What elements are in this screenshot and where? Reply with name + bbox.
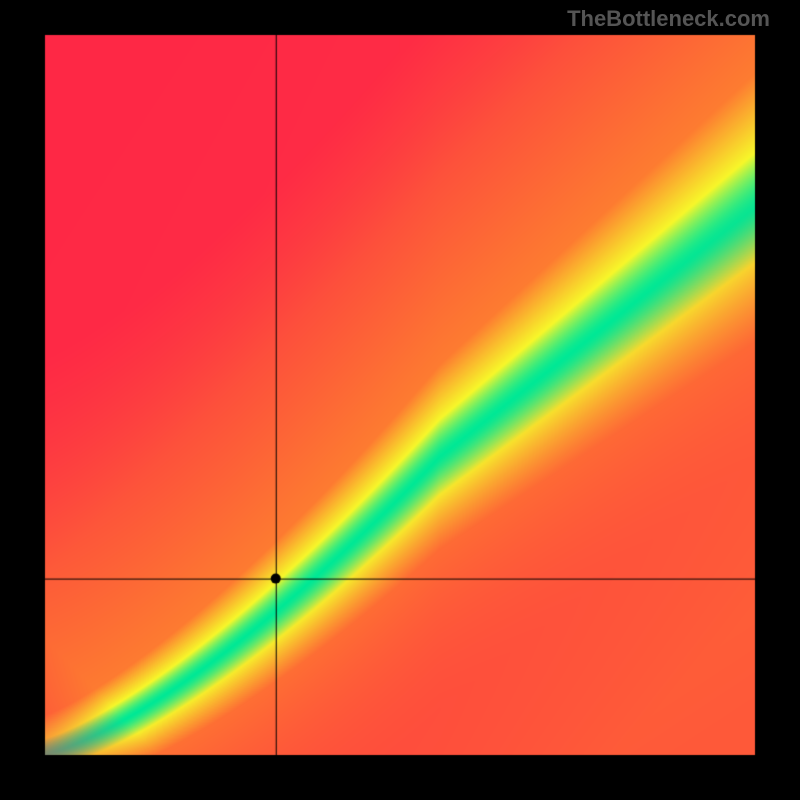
- bottleneck-heatmap-canvas: [0, 0, 800, 800]
- chart-container: TheBottleneck.com: [0, 0, 800, 800]
- watermark-text: TheBottleneck.com: [567, 6, 770, 32]
